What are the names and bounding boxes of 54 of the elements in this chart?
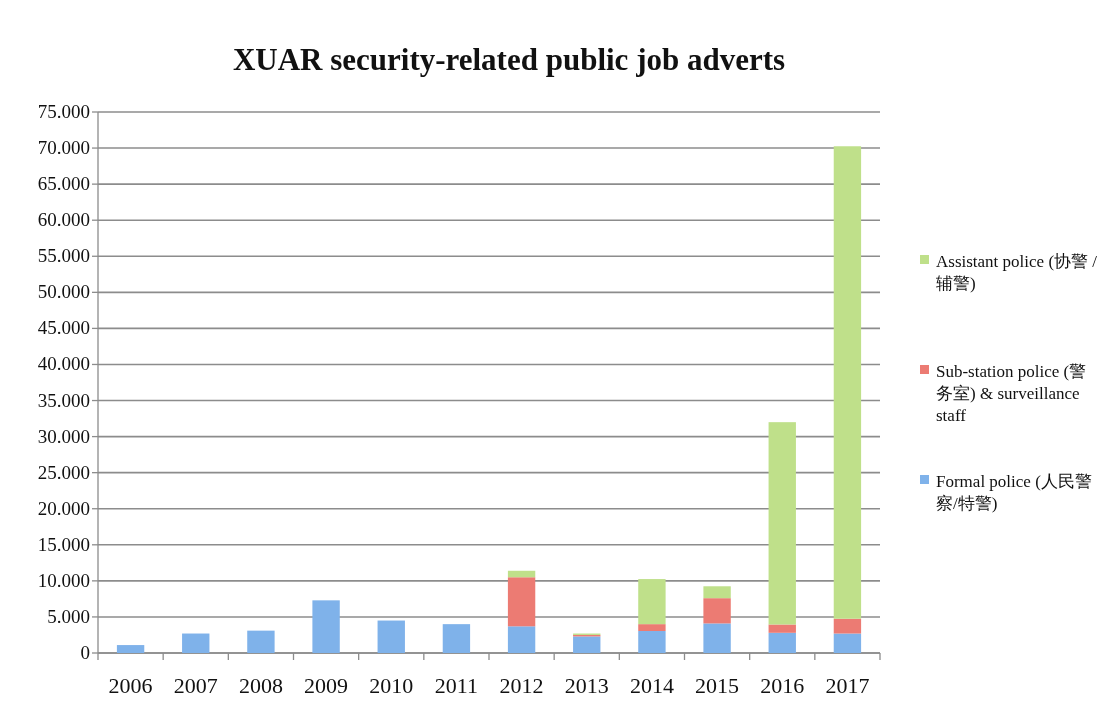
y-tick-label: 75.000: [37, 101, 90, 122]
y-tick-label: 60.000: [37, 209, 90, 231]
bar: [638, 624, 666, 631]
y-tick-label: 15.000: [37, 533, 90, 555]
y-tick-label: 50.000: [37, 281, 90, 303]
bar: [638, 579, 666, 625]
x-tick-label: 2016: [760, 673, 805, 698]
bar: [768, 632, 796, 653]
x-tick-label: 2012: [499, 673, 544, 698]
legend-label: Formal police (人民警察/特警): [936, 472, 1092, 513]
bar: [573, 636, 601, 653]
bar: [833, 618, 862, 634]
bar: [377, 620, 405, 653]
bar: [507, 577, 536, 627]
bar: [116, 645, 145, 653]
bar: [768, 422, 796, 625]
x-tick-label: 2013: [564, 673, 609, 698]
bar: [768, 624, 796, 633]
x-tick-label: 2008: [238, 673, 283, 698]
bar: [703, 586, 731, 599]
y-tick-label: 40.000: [37, 353, 90, 375]
x-tick-label: 2007: [173, 673, 218, 698]
x-tick-label: 2011: [434, 673, 479, 698]
y-tick-label: 10.000: [37, 569, 90, 591]
y-tick-label: 20.000: [37, 497, 90, 519]
x-tick-label: 2014: [629, 673, 674, 698]
bar: [182, 633, 210, 653]
legend-label: Assistant police (协警 / 辅警): [936, 252, 1098, 293]
x-tick-label: 2015: [695, 673, 740, 698]
x-tick-label: 2017: [825, 673, 870, 698]
bar: [507, 626, 536, 653]
x-tick-label: 2010: [369, 673, 414, 698]
bar: [703, 623, 731, 653]
bar: [312, 600, 340, 653]
bar: [833, 633, 862, 653]
y-tick-label: 5.000: [47, 605, 90, 627]
bar: [507, 570, 536, 578]
y-tick-label: 70.000: [37, 137, 90, 159]
y-tick-label: 55.000: [37, 245, 90, 267]
x-tick-label: 2006: [108, 673, 153, 698]
bar: [247, 630, 275, 653]
chart-title: XUAR security-related public job adverts: [232, 42, 786, 77]
y-tick-label: 0: [80, 642, 90, 663]
bar: [442, 624, 471, 653]
y-tick-label: 25.000: [37, 461, 90, 483]
legend-label: Sub-station police (警务室) & surveillance staff: [936, 362, 1087, 425]
bar: [703, 598, 731, 624]
y-tick-label: 65.000: [37, 173, 90, 195]
x-tick-label: 2009: [304, 673, 349, 698]
bar: [638, 631, 666, 653]
y-tick-label: 35.000: [37, 389, 90, 411]
y-tick-label: 30.000: [37, 425, 90, 447]
y-tick-label: 45.000: [37, 317, 90, 339]
bar: [833, 146, 862, 619]
